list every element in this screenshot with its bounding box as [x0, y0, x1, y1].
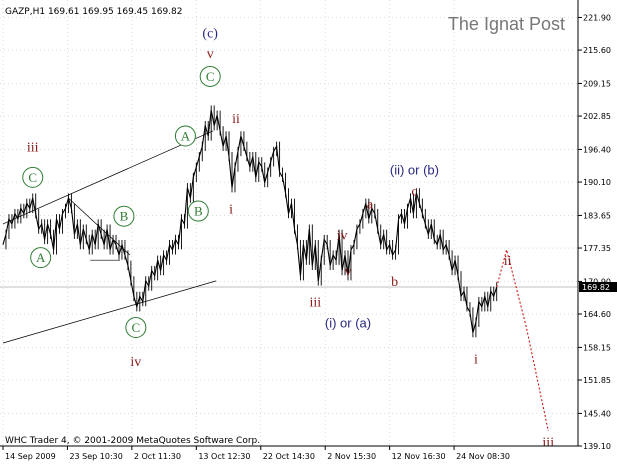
- grid-lines: [0, 0, 578, 447]
- wave-label: i: [229, 202, 233, 217]
- lower-line: [2, 280, 217, 344]
- x-tick-label: 13 Oct 12:30: [198, 452, 250, 461]
- y-tick-label: 190.10: [583, 178, 611, 187]
- wave-label-circle: [22, 166, 44, 188]
- y-tick-label: 170.90: [583, 277, 611, 286]
- y-tick-label: 177.35: [583, 244, 611, 253]
- wave-label: iv: [130, 355, 141, 370]
- wave-label-circle: [125, 316, 147, 338]
- wave-label: C: [206, 69, 215, 84]
- wave-label: C: [28, 170, 37, 185]
- wave-label: iii: [27, 140, 39, 155]
- x-tick-label: 2 Nov 15:30: [327, 452, 376, 461]
- y-tick-label: 145.40: [583, 409, 611, 418]
- wave-label: (i) or (a): [325, 315, 371, 330]
- wave-label: A: [181, 128, 191, 143]
- wave-label: b: [391, 275, 398, 290]
- y-tick-label: 164.60: [583, 310, 611, 319]
- y-tick-label: 202.85: [583, 112, 611, 121]
- wave-label: v: [207, 47, 214, 62]
- y-tick-label: 151.85: [583, 376, 611, 385]
- y-tick-label: 158.15: [583, 343, 611, 352]
- wave-label: i: [474, 353, 478, 368]
- wave-label-circle: [199, 65, 221, 87]
- price-axis: 221.90 215.60 209.15 202.85 196.40 190.10 183.…: [578, 13, 617, 451]
- wave-label-circle: [187, 200, 209, 222]
- x-tick-label: 23 Sep 10:30: [69, 452, 122, 461]
- current-price-box: [579, 282, 617, 293]
- wave-label: (c): [202, 26, 218, 41]
- price-series: [2, 105, 498, 338]
- x-tick-label: 24 Nov 08:30: [456, 452, 510, 461]
- wave-label: ii: [504, 254, 512, 269]
- wave-label: C: [132, 320, 141, 335]
- wave-label: iii: [309, 296, 321, 311]
- y-tick-label: 183.65: [583, 211, 611, 220]
- wave-label: c: [411, 184, 417, 199]
- y-tick-label: 215.60: [583, 46, 611, 55]
- y-tick-label: 139.10: [583, 442, 611, 451]
- wave-label: iii: [542, 435, 554, 450]
- wave-label: A: [36, 250, 46, 265]
- symbol-info: GAZP,H1 169.61 169.95 169.45 169.82: [5, 7, 183, 17]
- wave-label-circle: [30, 247, 52, 269]
- wave-label: (ii) or (b): [390, 163, 439, 178]
- x-tick-label: 22 Oct 14:30: [263, 452, 315, 461]
- trend-channel-lines: [2, 130, 217, 344]
- wave-label: B: [194, 204, 203, 219]
- time-axis: 14 Sep 2009 23 Sep 10:30 2 Oct 11:30 13 Oct…: [2, 446, 510, 461]
- wave-label: a: [367, 197, 374, 212]
- wave-label: B: [120, 209, 129, 224]
- watermark: The Ignat Post: [448, 14, 565, 34]
- wave-label-circle: [174, 125, 196, 147]
- upper-line: [2, 130, 214, 225]
- y-tick-label: 196.40: [583, 145, 611, 154]
- y-tick-label: 209.15: [583, 79, 611, 88]
- copyright-text: WHC Trader 4, © 2001-2009 MetaQuotes Sof…: [5, 436, 260, 446]
- wave-label: iv: [337, 228, 348, 243]
- x-tick-label: 14 Sep 2009: [5, 452, 56, 461]
- x-tick-label: 12 Nov 16:30: [392, 452, 446, 461]
- wave-label: ii: [232, 112, 240, 127]
- y-tick-label: 221.90: [583, 13, 611, 22]
- wave-label-circle: [113, 205, 135, 227]
- x-tick-label: 2 Oct 11:30: [134, 452, 181, 461]
- current-price-label: 169.82: [582, 283, 610, 292]
- wave-label: v: [345, 265, 352, 280]
